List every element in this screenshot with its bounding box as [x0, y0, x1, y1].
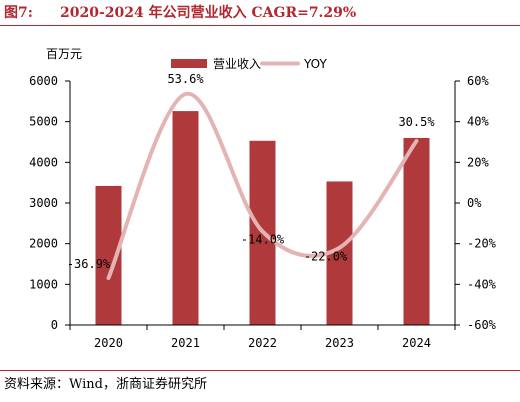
legend-line-label: YOY — [303, 57, 327, 71]
right-tick-label: 40% — [467, 115, 489, 129]
right-tick-label: -60% — [467, 318, 497, 332]
yoy-data-label: 30.5% — [398, 115, 435, 129]
data-labels: -36.9% 53.6% -14.0% -22.0% 30.5% — [67, 72, 436, 271]
x-tick-label: 2022 — [248, 336, 277, 350]
revenue-yoy-chart: 百万元 营业收入 YOY 0 1000 2000 3000 4000 5000 6000 -6… — [29, 47, 497, 350]
left-tick-label: 6000 — [29, 74, 58, 88]
left-tick-label: 1000 — [29, 277, 58, 291]
left-tick-label: 5000 — [29, 115, 58, 129]
right-tick-label: 60% — [467, 74, 489, 88]
bar-series — [95, 111, 430, 326]
yoy-data-label: -14.0% — [241, 232, 285, 246]
left-tick-label: 3000 — [29, 196, 58, 210]
x-tick-label: 2023 — [325, 336, 354, 350]
x-tick-label: 2024 — [402, 336, 431, 350]
right-tick-label: 0% — [467, 196, 482, 210]
legend-bar-label: 营业收入 — [213, 57, 261, 71]
left-axis-unit: 百万元 — [46, 47, 82, 61]
axes: 0 1000 2000 3000 4000 5000 6000 -60% -40% -20% 0% 2… — [29, 74, 497, 350]
left-tick-label: 0 — [51, 318, 58, 332]
yoy-data-label: -36.9% — [67, 257, 111, 271]
x-tick-label: 2020 — [94, 336, 123, 350]
figure-label: 图7: — [4, 5, 33, 21]
legend: 营业收入 YOY — [171, 57, 327, 71]
source-note: 资料来源：Wind，浙商证券研究所 — [4, 377, 207, 392]
figure-footer: 资料来源：Wind，浙商证券研究所 — [0, 370, 520, 402]
left-tick-label: 4000 — [29, 155, 58, 169]
bar-2021 — [172, 111, 199, 326]
yoy-data-label: -22.0% — [304, 250, 348, 264]
yoy-data-label: 53.6% — [167, 72, 204, 86]
x-tick-label: 2021 — [171, 336, 200, 350]
left-tick-label: 2000 — [29, 237, 58, 251]
right-tick-label: -20% — [467, 237, 497, 251]
figure-title: 2020-2024 年公司营业收入 CAGR=7.29% — [60, 5, 357, 21]
right-tick-label: 20% — [467, 155, 489, 169]
right-tick-label: -40% — [467, 277, 497, 291]
figure-header: 图7: 2020-2024 年公司营业收入 CAGR=7.29% — [0, 0, 520, 26]
bar-2024 — [403, 137, 430, 325]
legend-bar-swatch — [171, 59, 207, 68]
yoy-line-series — [106, 91, 419, 281]
yoy-line — [106, 91, 419, 281]
